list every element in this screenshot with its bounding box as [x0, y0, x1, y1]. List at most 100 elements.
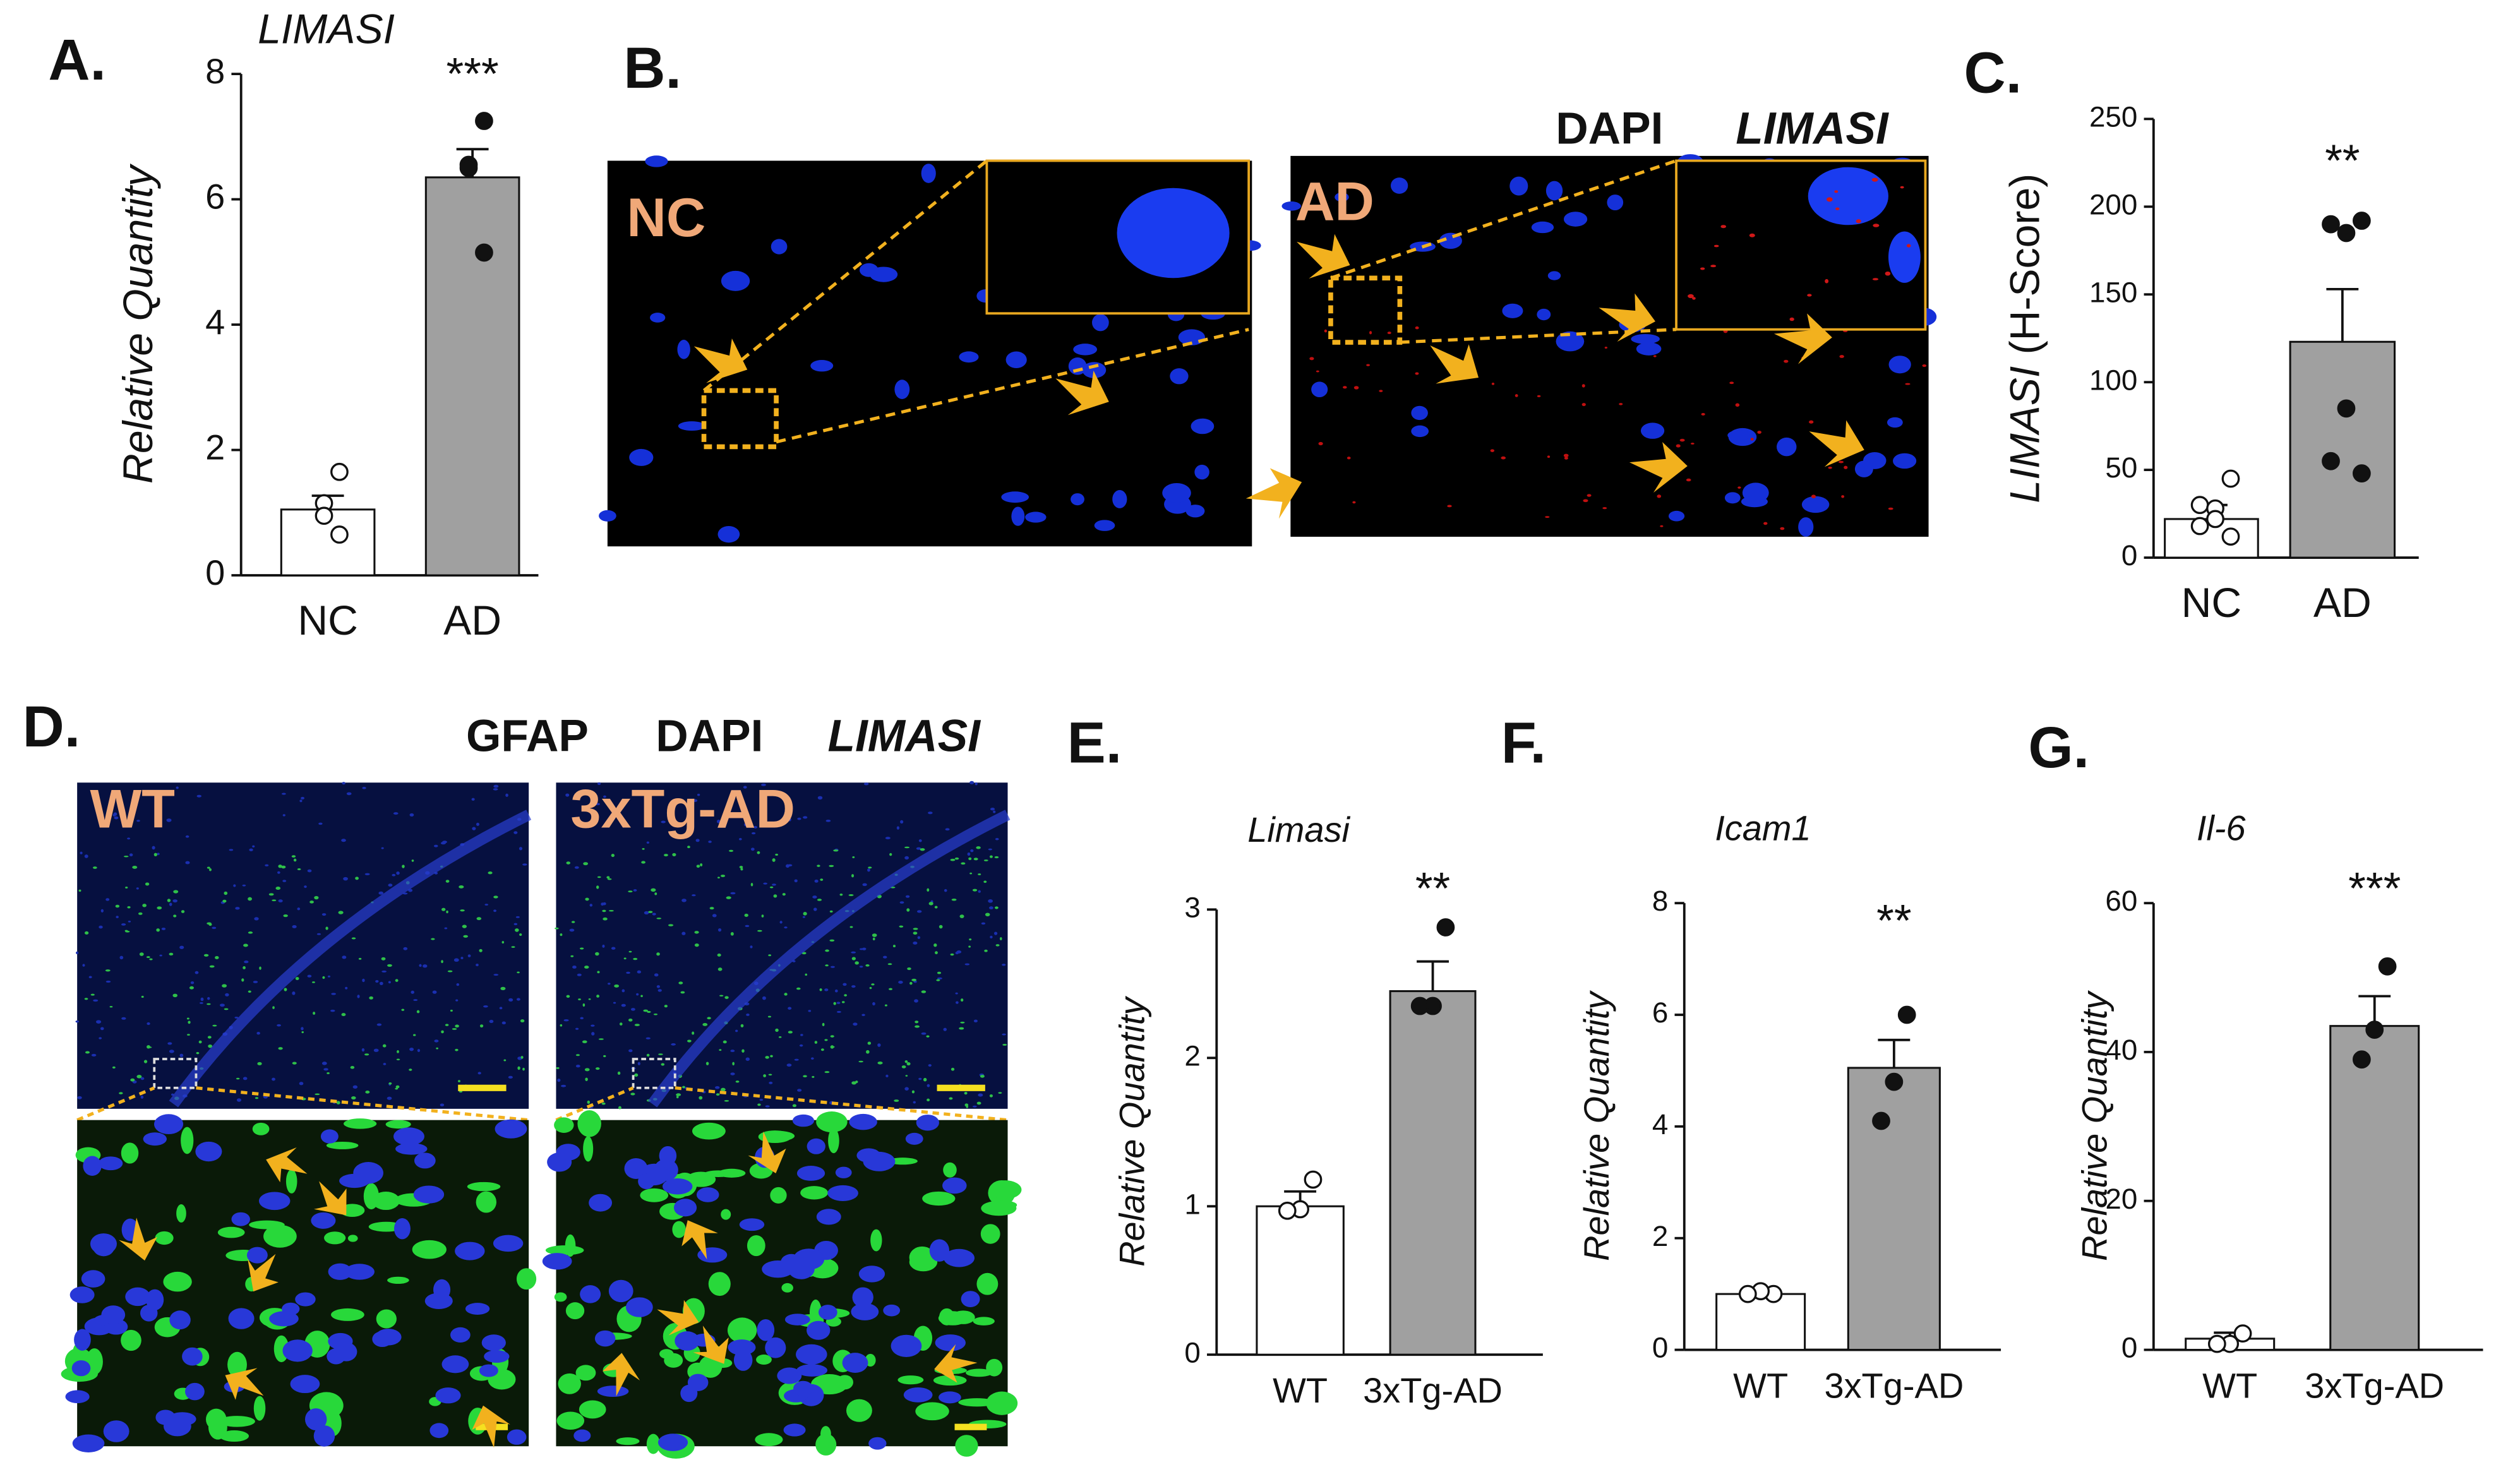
cell: [973, 858, 978, 861]
cell: [862, 883, 867, 887]
cell: [835, 1166, 852, 1178]
cell: [396, 1058, 400, 1061]
cell: [290, 1375, 320, 1394]
cell: [295, 1292, 316, 1307]
cell: [326, 1141, 359, 1149]
cell: [145, 882, 150, 886]
cell: [721, 1209, 731, 1220]
cell: [149, 958, 153, 960]
cell: [614, 984, 620, 988]
cell: [681, 931, 686, 935]
cell: [1162, 482, 1191, 503]
cell: [152, 846, 155, 850]
cell: [761, 783, 766, 786]
y-tick-label: 0: [1184, 1336, 1200, 1368]
cell: [1001, 491, 1029, 503]
cell: [312, 981, 315, 983]
data-point: [2207, 1334, 2226, 1353]
cell: [1888, 231, 1921, 283]
cell: [393, 1218, 411, 1240]
cell: [851, 1303, 879, 1320]
cell: [894, 1099, 899, 1102]
cell: [1888, 356, 1911, 374]
cell: [209, 965, 215, 968]
cell: [1309, 357, 1314, 361]
cell: [309, 901, 314, 904]
cell: [983, 880, 987, 883]
chart-title: Il-6: [2197, 808, 2247, 847]
cell: [388, 981, 391, 984]
cell: [91, 1053, 97, 1056]
cell: [796, 1364, 828, 1377]
arrow: [248, 1254, 279, 1292]
cell: [595, 952, 599, 956]
cell: [256, 1032, 260, 1035]
cell: [892, 945, 896, 948]
cell: [640, 995, 643, 998]
cell: [717, 967, 723, 971]
cell: [282, 880, 287, 882]
cell: [1727, 430, 1750, 441]
cell: [696, 1187, 719, 1202]
cell: [558, 1373, 581, 1394]
cell: [983, 859, 988, 861]
cell: [65, 1390, 90, 1404]
y-tick-label: 2: [205, 427, 225, 467]
cell: [1657, 494, 1662, 498]
cell: [928, 902, 933, 906]
cell: [922, 1191, 956, 1206]
cell: [603, 1055, 606, 1058]
cell: [803, 912, 807, 916]
cell: [782, 893, 786, 896]
cell: [121, 1142, 139, 1164]
cell: [508, 998, 513, 1002]
cell: [757, 1103, 761, 1106]
cell: [244, 960, 249, 964]
cell: [463, 935, 469, 938]
cell: [307, 869, 312, 873]
cell: [99, 1156, 123, 1171]
image-label: LIMASI: [1736, 104, 1890, 154]
cell: [128, 920, 131, 923]
cell: [1780, 527, 1785, 530]
cell: [973, 1019, 978, 1023]
cell: [950, 858, 956, 861]
cell: [1798, 517, 1814, 537]
bar: [1715, 1293, 1806, 1351]
data-point: [1885, 1072, 1904, 1091]
cell: [199, 1002, 203, 1004]
cell: [146, 1289, 164, 1311]
cell: [723, 1040, 727, 1044]
cell: [236, 1098, 242, 1102]
cell: [712, 914, 717, 918]
data-point: [2365, 1020, 2384, 1039]
cell: [440, 1103, 445, 1107]
cell: [236, 1077, 240, 1080]
cell: [797, 817, 801, 820]
cell: [861, 1014, 865, 1017]
cell: [825, 949, 829, 952]
cell: [409, 1068, 412, 1071]
cell: [664, 1353, 683, 1368]
cell: [1324, 329, 1328, 333]
y-tick-label: 60: [2105, 885, 2137, 917]
cell: [1335, 192, 1349, 202]
y-tick-label: 50: [2105, 452, 2137, 484]
cell: [579, 1400, 606, 1419]
cell: [608, 1279, 633, 1303]
x-tick-label: WT: [2202, 1365, 2257, 1405]
y-tick-label: 1: [1184, 1188, 1200, 1220]
cell: [409, 1048, 414, 1051]
cell: [915, 1020, 919, 1024]
y-tick-label: 0: [1652, 1332, 1668, 1364]
cell: [455, 999, 459, 1002]
cell: [143, 1132, 167, 1146]
cell: [476, 917, 482, 921]
cell: [1839, 355, 1844, 358]
cell: [1631, 333, 1660, 344]
cell: [817, 899, 822, 901]
cell: [645, 1037, 651, 1039]
cell: [169, 1050, 174, 1053]
cell: [652, 913, 656, 916]
cell: [939, 924, 943, 929]
